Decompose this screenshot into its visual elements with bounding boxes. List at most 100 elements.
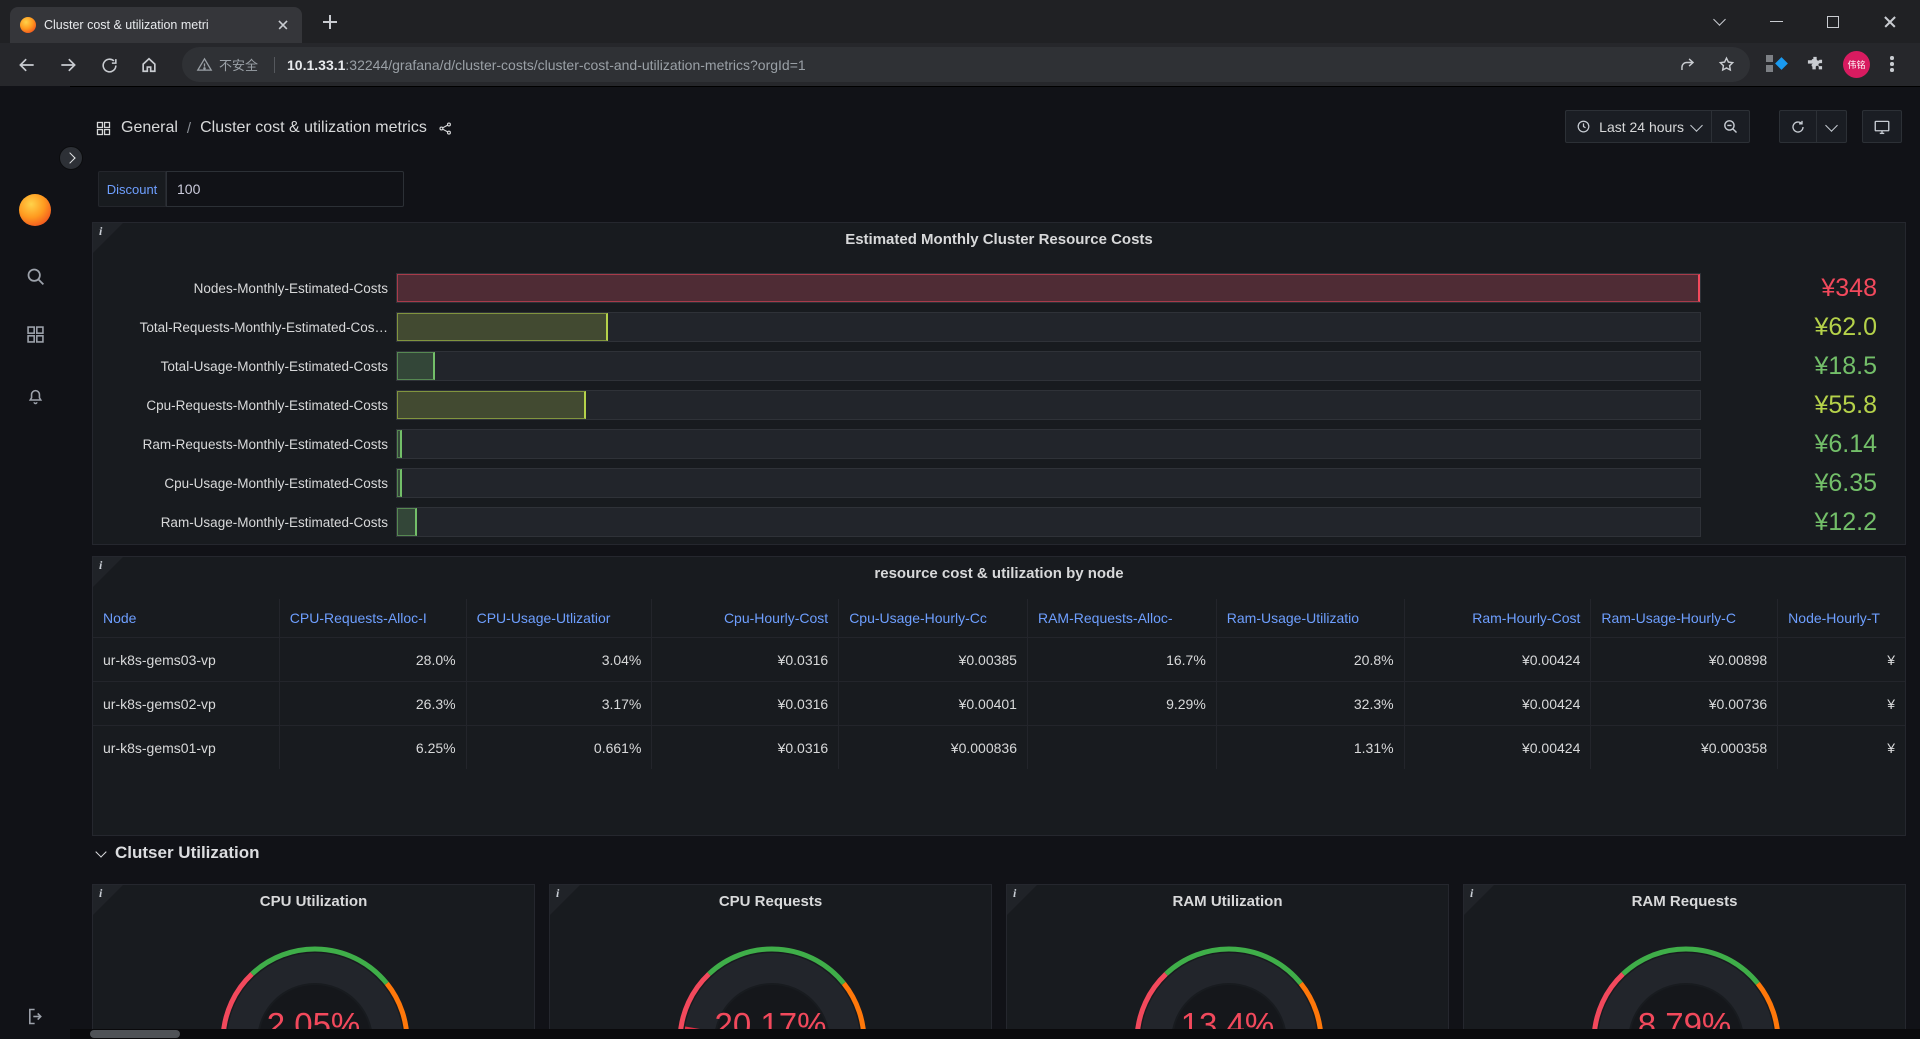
panel-title[interactable]: RAM Utilization <box>1172 893 1283 910</box>
column-header[interactable]: CPU-Requests-Alloc-I <box>280 599 467 637</box>
browser-menu-button[interactable] <box>1884 54 1900 74</box>
chevron-down-icon <box>1825 118 1838 132</box>
cost-bar-track <box>396 468 1701 498</box>
column-header[interactable]: CPU-Usage-Utlizatior <box>467 599 653 637</box>
panel-info-corner[interactable] <box>550 885 580 915</box>
browser-tab[interactable]: Cluster cost & utilization metri <box>10 7 302 43</box>
refresh-controls <box>1779 110 1847 143</box>
panel-title[interactable]: Estimated Monthly Cluster Resource Costs <box>845 231 1153 248</box>
share-dashboard-icon[interactable] <box>438 121 453 136</box>
security-label: 不安全 <box>219 58 259 73</box>
discount-variable-label[interactable]: Discount <box>98 171 166 207</box>
sidebar-sign-in-button[interactable] <box>24 1005 46 1027</box>
sidebar-search-button[interactable] <box>24 265 46 287</box>
zoom-out-button[interactable] <box>1712 111 1749 142</box>
chevron-down-icon <box>1712 13 1726 26</box>
sidebar-expand-button[interactable] <box>59 146 83 170</box>
panel-gauge: i RAM Requests 8.79% <box>1463 884 1906 1039</box>
column-header[interactable]: Ram-Hourly-Cost <box>1405 599 1592 637</box>
table-cell: ¥0.00424 <box>1404 681 1592 725</box>
cost-row-label: Ram-Requests-Monthly-Estimated-Costs <box>142 437 388 452</box>
cost-bar-fill <box>397 352 435 380</box>
search-icon <box>27 268 44 285</box>
browser-profile-avatar[interactable]: 伟铭 <box>1843 51 1870 78</box>
info-icon: i <box>1470 886 1474 900</box>
column-header[interactable]: Cpu-Usage-Hourly-Cc <box>839 599 1028 637</box>
refresh-interval-dropdown[interactable] <box>1817 111 1846 142</box>
info-icon: i <box>99 886 103 900</box>
panel-info-corner[interactable] <box>93 557 123 587</box>
gauge-arc <box>220 946 409 1039</box>
home-button[interactable] <box>137 53 161 77</box>
window-close-button[interactable] <box>1868 0 1912 43</box>
table-cell: ¥ <box>1778 725 1905 769</box>
sidebar-dashboards-button[interactable] <box>24 323 46 345</box>
column-header[interactable]: Ram-Usage-Utilizatio <box>1217 599 1405 637</box>
info-icon: i <box>556 886 560 900</box>
kiosk-mode-box <box>1862 110 1902 143</box>
address-bar[interactable]: 不安全 10.1.33.1:32244/grafana/d/cluster-co… <box>182 47 1750 82</box>
horizontal-scrollbar[interactable] <box>70 1029 1920 1039</box>
extensions-menu-button[interactable] <box>1805 54 1825 74</box>
reload-button[interactable] <box>97 53 121 77</box>
cost-bar-track <box>396 390 1701 420</box>
table-cell: 26.3% <box>279 681 467 725</box>
close-icon <box>278 20 288 30</box>
cost-bar-row: Ram-Requests-Monthly-Estimated-Costs ¥6.1… <box>93 425 1905 464</box>
discount-input[interactable] <box>166 171 404 207</box>
refresh-button[interactable] <box>1780 111 1816 142</box>
divider <box>1816 111 1817 142</box>
chevron-down-icon <box>1690 118 1703 132</box>
sidebar-alerting-button[interactable] <box>24 385 46 407</box>
scrollbar-thumb[interactable] <box>90 1030 180 1038</box>
row-cluster-utilization[interactable]: Clutser Utilization <box>95 843 260 863</box>
browser-titlebar: Cluster cost & utilization metri <box>0 0 1920 43</box>
not-secure-warning-icon <box>196 57 213 71</box>
column-header[interactable]: Cpu-Hourly-Cost <box>652 599 840 637</box>
column-header[interactable]: Node <box>93 599 280 637</box>
back-button[interactable] <box>15 53 39 77</box>
panel-info-corner[interactable] <box>93 223 123 253</box>
kiosk-mode-button[interactable] <box>1863 111 1901 142</box>
cost-row-value: ¥18.5 <box>1814 352 1877 380</box>
bookmark-star-button[interactable] <box>1717 55 1736 74</box>
column-header[interactable]: Node-Hourly-T <box>1788 610 1880 626</box>
cost-bar-row: Cpu-Requests-Monthly-Estimated-Costs ¥55.… <box>93 386 1905 425</box>
column-header[interactable]: RAM-Requests-Alloc- <box>1028 599 1217 637</box>
column-header[interactable]: Ram-Usage-Hourly-C <box>1591 599 1779 637</box>
table-cell: ¥0.00424 <box>1404 637 1592 681</box>
cost-row-label: Total-Requests-Monthly-Estimated-Cos… <box>139 320 388 335</box>
table-row: ur-k8s-gems03-vp 28.0% 3.04% ¥0.0316 ¥0.0038… <box>93 637 1905 681</box>
grafana-logo-icon[interactable] <box>19 194 51 226</box>
new-tab-button[interactable] <box>322 14 338 30</box>
tab-close-button[interactable] <box>274 16 292 34</box>
panel-title[interactable]: CPU Utilization <box>259 893 368 910</box>
table-cell: ¥0.000836 <box>839 725 1028 769</box>
chevron-right-icon <box>64 152 76 164</box>
cost-bar-track <box>396 273 1701 303</box>
panel-title[interactable]: CPU Requests <box>718 893 823 910</box>
extension-button[interactable] <box>1766 54 1788 74</box>
panel-title[interactable]: resource cost & utilization by node <box>874 565 1124 582</box>
panel-info-corner[interactable] <box>93 885 123 915</box>
panel-title[interactable]: RAM Requests <box>1631 893 1738 910</box>
url-path: :32244/grafana/d/cluster-costs/cluster-c… <box>345 56 806 73</box>
cost-bar-fill <box>397 469 403 497</box>
cost-row-value: ¥12.2 <box>1814 508 1877 536</box>
table-cell: 16.7% <box>1027 637 1217 681</box>
panel-gauge: i RAM Utilization 13.4% <box>1006 884 1449 1039</box>
tab-search-button[interactable] <box>1697 0 1741 43</box>
panel-info-corner[interactable] <box>1007 885 1037 915</box>
minimize-button[interactable] <box>1754 0 1798 43</box>
breadcrumb-root[interactable]: General <box>121 119 178 136</box>
time-range-picker[interactable]: Last 24 hours <box>1566 111 1711 142</box>
table-cell: ¥0.0316 <box>652 637 840 681</box>
panel-info-corner[interactable] <box>1464 885 1494 915</box>
forward-button[interactable] <box>56 53 80 77</box>
table-cell: ¥0.000358 <box>1591 725 1779 769</box>
info-icon: i <box>99 224 103 238</box>
maximize-button[interactable] <box>1811 0 1855 43</box>
share-button[interactable] <box>1678 55 1697 74</box>
cost-row-label: Cpu-Usage-Monthly-Estimated-Costs <box>164 476 388 491</box>
panel-estimated-costs: i Estimated Monthly Cluster Resource Cos… <box>92 222 1906 545</box>
